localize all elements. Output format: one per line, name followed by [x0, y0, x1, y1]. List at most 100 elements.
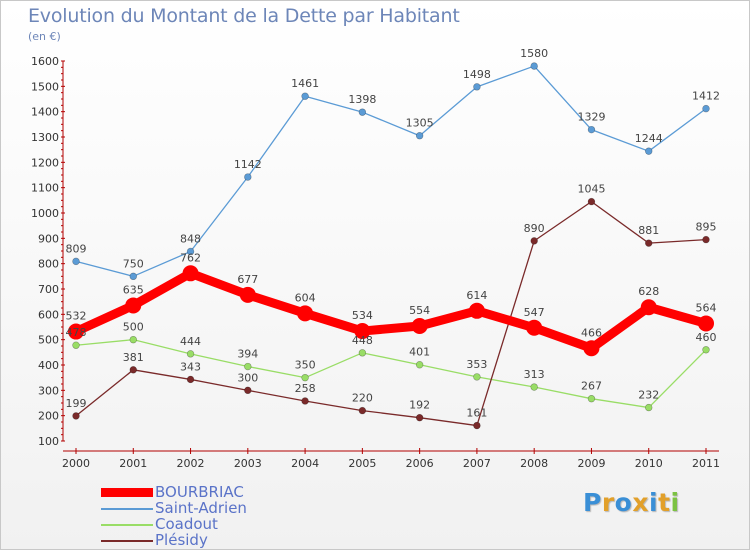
data-label: 478: [66, 326, 87, 339]
data-point: [415, 361, 424, 369]
data-label: 466: [581, 326, 602, 339]
line-chart: 100 200 300 400 500 600 700 800 900 1000 1100 1200 1…: [31, 47, 720, 470]
data-label: 1398: [348, 93, 376, 106]
data-point: [702, 235, 710, 244]
data-point: [68, 323, 84, 340]
data-point: [583, 340, 600, 357]
data-point: [239, 286, 256, 303]
data-point: [415, 413, 424, 422]
data-point: [530, 62, 538, 70]
logo-letter: r: [601, 488, 615, 517]
data-label: 554: [409, 304, 430, 317]
legend-label: Coadout: [155, 515, 218, 533]
data-point: [587, 394, 596, 403]
data-point: [702, 346, 710, 354]
series-saint-adrien: [72, 62, 710, 281]
data-point: [244, 362, 252, 371]
x-tick-label: 2008: [520, 457, 548, 470]
data-point: [129, 272, 137, 281]
data-label: 1142: [234, 158, 262, 171]
data-point: [473, 373, 481, 381]
data-point: [415, 132, 424, 140]
data-label: 343: [180, 360, 201, 373]
x-tick-label: 2002: [177, 457, 205, 470]
y-tick-label: 400: [38, 359, 59, 372]
series-layer: [68, 62, 714, 430]
y-tick-label: 100: [38, 435, 59, 448]
data-label: 394: [237, 348, 258, 361]
legend-swatch: [101, 540, 153, 542]
series-bourbriac: [68, 265, 714, 357]
logo-letter: x: [632, 488, 649, 517]
y-tick-label: 1300: [31, 131, 59, 144]
data-label: 313: [524, 368, 545, 381]
legend-swatch: [101, 508, 153, 510]
data-point: [125, 297, 142, 314]
data-point: [301, 373, 309, 382]
x-tick-label: 2004: [291, 457, 319, 470]
data-label: 199: [66, 397, 87, 410]
y-tick-label: 1500: [31, 80, 59, 93]
data-label: 677: [237, 273, 258, 286]
x-tick-label: 2011: [692, 457, 720, 470]
data-label: 448: [352, 334, 373, 347]
data-label: 500: [123, 321, 144, 334]
x-tick-label: 2009: [577, 457, 605, 470]
data-point: [645, 403, 653, 412]
y-tick-label: 1000: [31, 207, 59, 220]
logo-letter: i: [649, 488, 659, 517]
data-label: 532: [66, 310, 87, 323]
data-label: 350: [295, 359, 316, 372]
data-point: [354, 323, 371, 340]
data-label: 460: [696, 331, 717, 344]
logo-letter: P: [583, 488, 602, 517]
data-point: [645, 147, 653, 155]
data-point: [640, 299, 657, 316]
data-point: [182, 265, 199, 282]
legend-label: Plésidy: [155, 531, 208, 549]
y-tick-label: 1200: [31, 156, 59, 169]
y-tick-label: 900: [38, 232, 59, 245]
series-pl-sidy: [72, 197, 710, 430]
x-tick-label: 2010: [635, 457, 663, 470]
proxiti-logo: Proxiti: [583, 488, 680, 517]
y-tick-label: 700: [38, 283, 59, 296]
chart-title: Evolution du Montant de la Dette par Hab…: [28, 5, 460, 27]
data-point: [129, 335, 137, 344]
data-label: 848: [180, 233, 201, 246]
data-point: [186, 350, 195, 358]
data-point: [411, 317, 428, 334]
data-label: 1244: [635, 132, 663, 145]
data-point: [473, 421, 481, 430]
data-label: 1498: [463, 68, 491, 81]
data-label: 628: [638, 285, 659, 298]
y-tick-label: 200: [38, 410, 59, 423]
data-point: [587, 197, 596, 206]
series-line: [75, 200, 707, 427]
data-label: 1045: [577, 183, 605, 196]
data-label: 220: [352, 392, 373, 405]
data-point: [72, 341, 80, 349]
unit-label: (en €): [28, 30, 61, 43]
data-label: 353: [466, 358, 487, 371]
data-label: 809: [66, 242, 87, 255]
data-label: 232: [638, 389, 659, 402]
series-coadout: [72, 335, 710, 412]
data-point: [702, 104, 710, 113]
axes: 100 200 300 400 500 600 700 800 900 1000 1100 1200 1…: [31, 55, 720, 470]
x-tick-label: 2003: [234, 457, 262, 470]
logo-letter: i: [670, 488, 680, 517]
y-tick-label: 300: [38, 384, 59, 397]
data-label: 258: [295, 382, 316, 395]
data-label: 1412: [692, 90, 720, 103]
x-tick-label: 2005: [348, 457, 376, 470]
data-point: [468, 302, 485, 319]
y-tick-label: 1100: [31, 182, 59, 195]
data-label: 1305: [406, 117, 434, 130]
data-label: 762: [180, 251, 201, 264]
data-point: [186, 375, 195, 384]
data-label: 444: [180, 335, 201, 348]
x-tick-label: 2006: [406, 457, 434, 470]
data-point: [297, 305, 314, 322]
data-point: [526, 319, 543, 336]
